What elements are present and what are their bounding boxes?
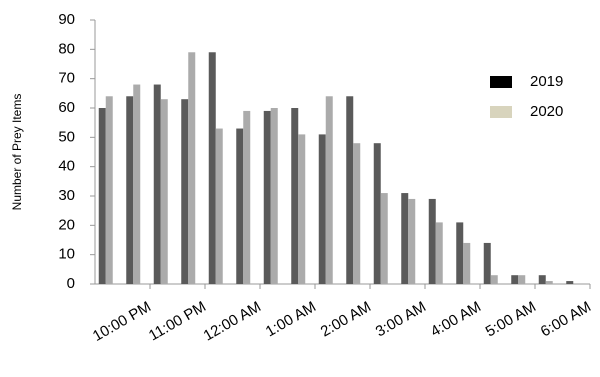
bar	[545, 281, 553, 284]
bar	[511, 275, 519, 284]
y-tick-label: 90	[58, 11, 75, 28]
y-tick-label: 70	[58, 70, 75, 87]
bar	[373, 143, 381, 284]
bar	[291, 108, 299, 284]
bar	[325, 96, 333, 285]
bar	[105, 96, 113, 285]
bar	[208, 52, 216, 285]
y-tick-label: 50	[58, 128, 75, 145]
y-axis-title: Number of Prey Items	[10, 94, 24, 211]
y-tick-label: 10	[58, 246, 75, 263]
bar	[188, 52, 196, 285]
y-tick-label: 30	[58, 187, 75, 204]
bar	[538, 275, 546, 284]
bar	[236, 128, 244, 284]
bar	[160, 99, 168, 284]
x-tick-label: 5:00 AM	[483, 298, 539, 340]
bar	[126, 96, 134, 285]
bar	[215, 128, 223, 284]
bar	[428, 198, 436, 284]
bar	[463, 242, 471, 284]
bar	[270, 108, 278, 284]
x-tick-label: 10:00 PM	[90, 298, 154, 345]
y-tick-label: 20	[58, 216, 75, 233]
bar	[518, 275, 526, 284]
legend-label: 2019	[530, 73, 563, 90]
y-tick-label: 0	[67, 275, 75, 292]
y-tick-label: 60	[58, 99, 75, 116]
legend-swatch	[490, 106, 512, 118]
x-tick-label: 1:00 AM	[263, 298, 319, 340]
bar	[435, 222, 443, 284]
x-tick-label: 3:00 AM	[373, 298, 429, 340]
bar	[380, 193, 388, 284]
bar	[98, 108, 106, 284]
x-tick-label: 2:00 AM	[318, 298, 374, 340]
legend-swatch	[490, 76, 512, 88]
bar	[566, 281, 574, 284]
bar	[298, 134, 306, 284]
bar	[133, 84, 141, 285]
bar	[243, 110, 251, 284]
bar	[181, 99, 189, 284]
bar	[346, 96, 354, 285]
bar	[353, 143, 361, 284]
bar	[408, 198, 416, 284]
legend-label: 2020	[530, 103, 563, 120]
bar	[263, 110, 271, 284]
bar	[153, 84, 161, 285]
x-tick-label: 4:00 AM	[428, 298, 484, 340]
bar	[456, 222, 464, 284]
x-tick-label: 11:00 PM	[146, 298, 209, 344]
x-tick-label: 6:00 AM	[538, 298, 594, 340]
y-tick-label: 80	[58, 40, 75, 57]
x-tick-label: 12:00 AM	[201, 298, 264, 344]
bar	[483, 242, 491, 284]
bar	[490, 275, 498, 284]
bar	[401, 193, 409, 284]
y-tick-label: 40	[58, 158, 75, 175]
bar	[318, 134, 326, 284]
